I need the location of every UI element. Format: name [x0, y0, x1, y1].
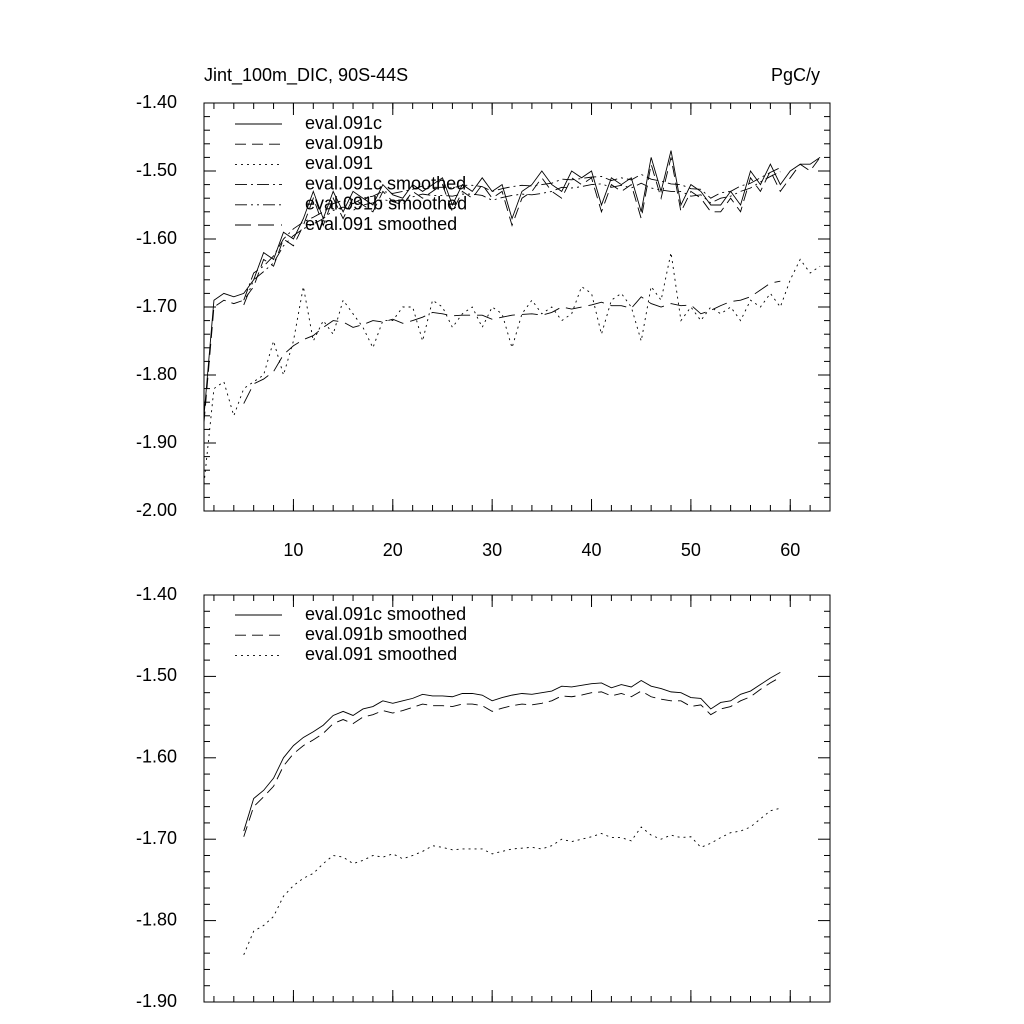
legend-label: eval.091 smoothed — [305, 644, 457, 664]
plot-frame — [203, 594, 831, 1003]
y-tick-label: -1.90 — [136, 432, 177, 452]
chart-title: Jint_100m_DIC, 90S-44S — [204, 65, 408, 86]
legend-label: eval.091 smoothed — [305, 214, 457, 234]
y-tick-label: -1.70 — [136, 296, 177, 316]
y-tick-label: -1.70 — [136, 828, 177, 848]
series-line — [243, 676, 781, 837]
x-tick-label: 10 — [283, 540, 303, 560]
series-line — [243, 167, 781, 301]
legend-label: eval.091c smoothed — [305, 173, 466, 193]
series-line — [243, 280, 781, 404]
y-tick-label: -1.60 — [136, 228, 177, 248]
series-line — [203, 157, 821, 423]
legend-label: eval.091c smoothed — [305, 604, 466, 624]
plot-frame — [203, 102, 831, 512]
legend-label: eval.091b smoothed — [305, 624, 467, 644]
x-tick-label: 60 — [780, 540, 800, 560]
x-tick-label: 30 — [482, 540, 502, 560]
series-line — [203, 150, 821, 416]
units-label: PgC/y — [771, 65, 820, 85]
legend-label: eval.091b — [305, 133, 383, 153]
series-line — [243, 171, 781, 306]
y-tick-label: -1.50 — [136, 160, 177, 180]
series-line — [203, 252, 821, 484]
legend-label: eval.091c — [305, 113, 382, 133]
x-tick-label: 40 — [582, 540, 602, 560]
legend-label: eval.091b smoothed — [305, 194, 467, 214]
y-tick-label: -1.40 — [136, 92, 177, 112]
x-tick-label: 20 — [383, 540, 403, 560]
x-tick-label: 50 — [681, 540, 701, 560]
y-tick-label: -1.50 — [136, 665, 177, 685]
y-tick-label: -1.60 — [136, 747, 177, 767]
y-tick-label: -1.40 — [136, 584, 177, 604]
legend-label: eval.091 — [305, 153, 373, 173]
y-tick-label: -1.80 — [136, 909, 177, 929]
series-line — [243, 807, 781, 955]
y-tick-label: -1.90 — [136, 991, 177, 1011]
y-tick-label: -2.00 — [136, 500, 177, 520]
series-line — [243, 671, 781, 832]
y-tick-label: -1.80 — [136, 364, 177, 384]
